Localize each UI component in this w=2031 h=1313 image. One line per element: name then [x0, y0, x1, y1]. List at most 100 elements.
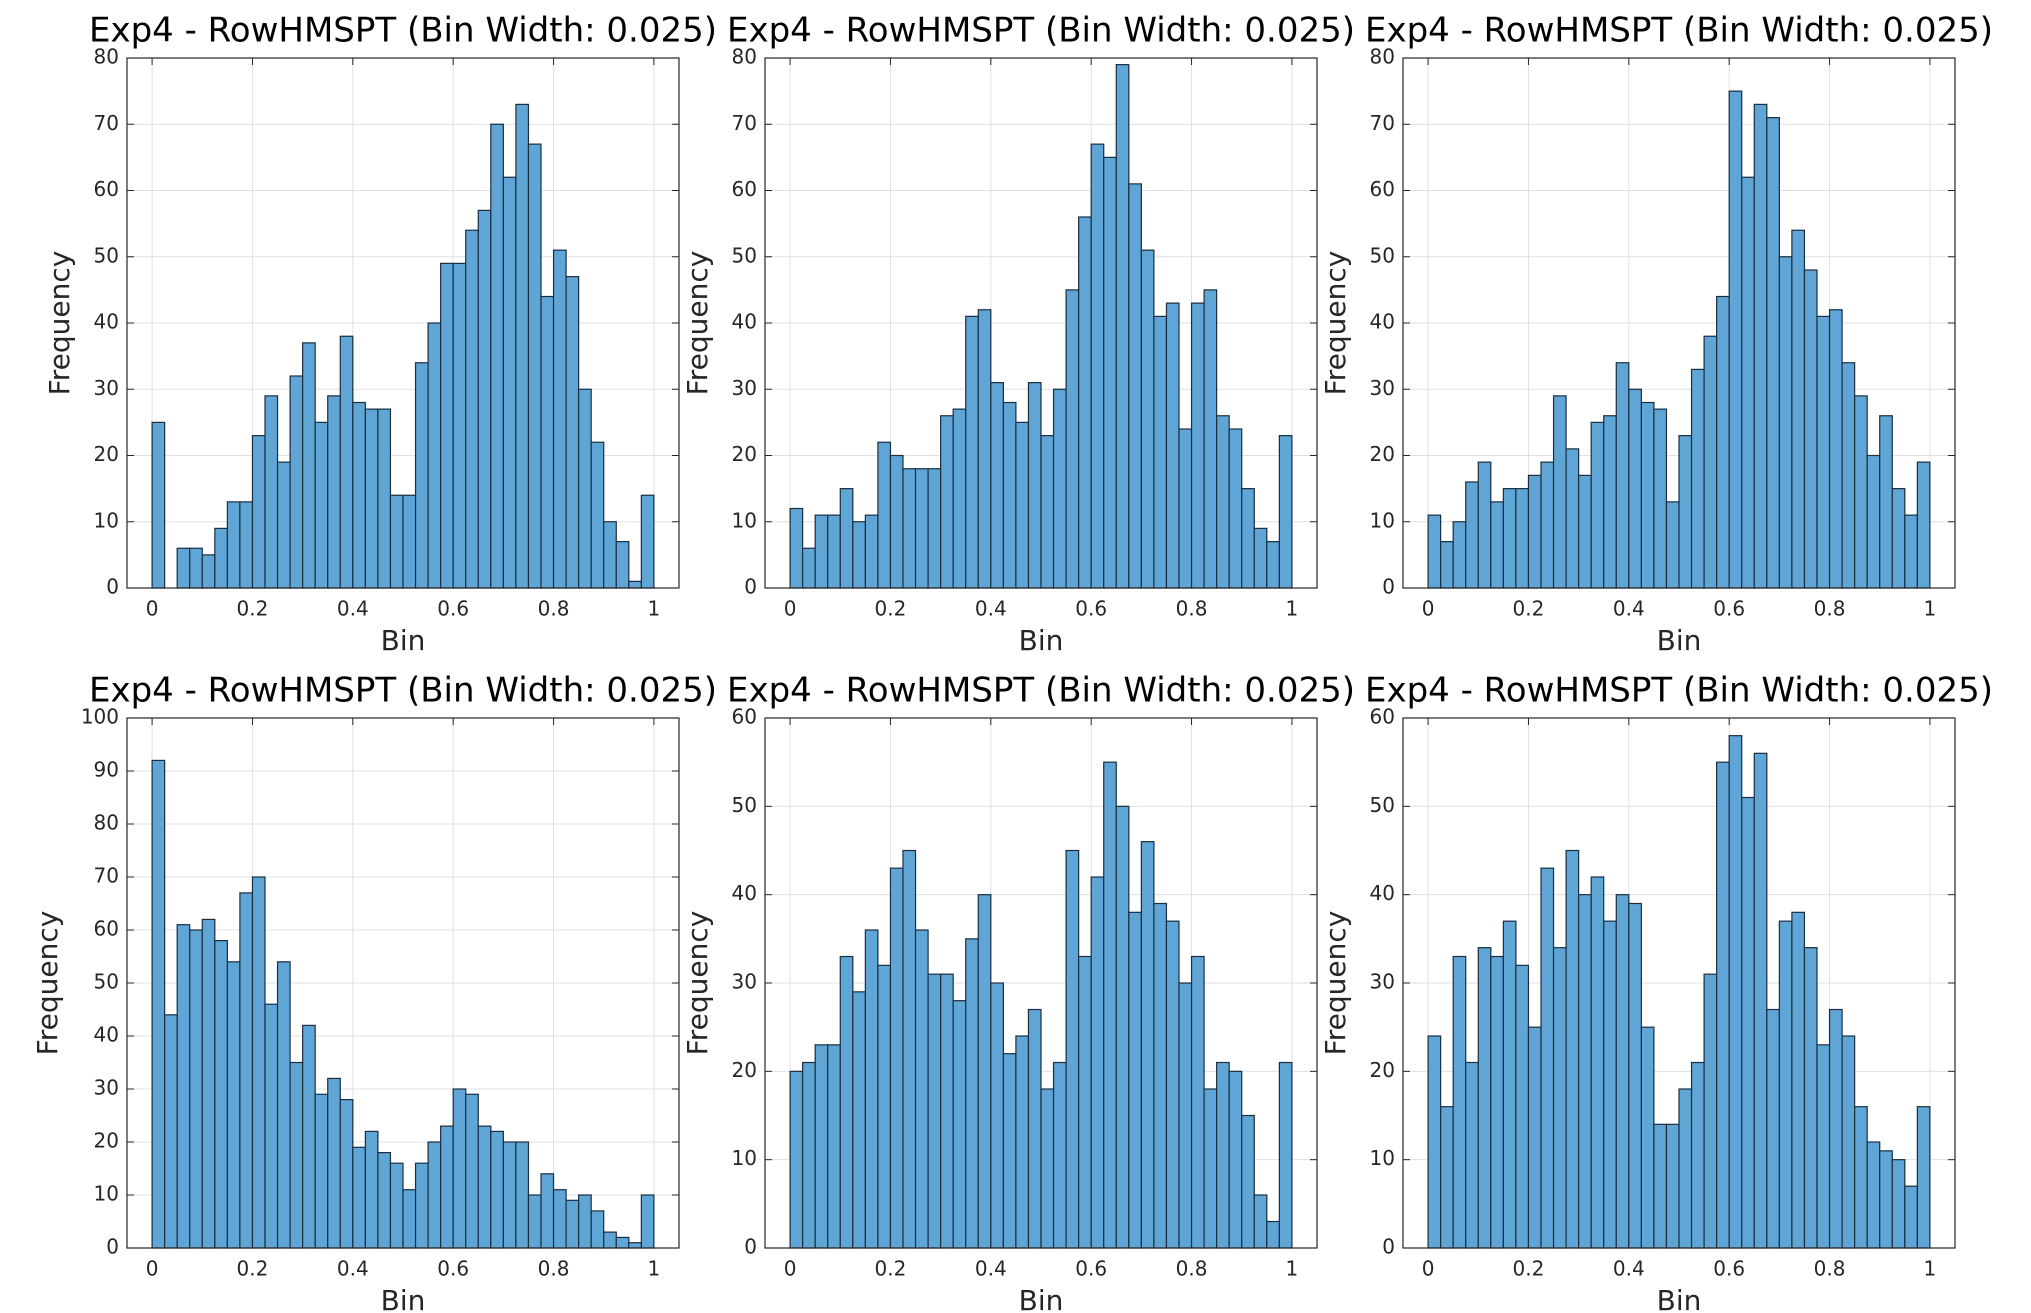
y-tick-label: 70	[732, 111, 757, 135]
x-tick-label: 0	[1422, 597, 1435, 621]
bar	[164, 1014, 178, 1249]
subplot: 0 10 20 30 40 50 60 70 80 0 0.2 0.4 0.6 0.8 1 Exp4 - Ro…	[43, 11, 717, 658]
bar	[877, 964, 892, 1249]
bar	[1052, 1061, 1067, 1249]
bar	[1590, 876, 1605, 1249]
y-axis-label: Frequency	[31, 911, 64, 1056]
bar	[615, 1236, 630, 1249]
bar	[1690, 1061, 1705, 1249]
bar	[1090, 876, 1105, 1249]
x-tick-label: 1	[1286, 1257, 1299, 1281]
bar	[1678, 435, 1693, 589]
y-tick-label: 100	[81, 705, 119, 729]
y-tick-label: 60	[732, 705, 757, 729]
bar	[402, 494, 417, 589]
bar	[465, 229, 479, 589]
bar	[914, 468, 929, 589]
bar	[889, 867, 904, 1249]
bar	[864, 929, 879, 1249]
bar	[364, 1130, 379, 1249]
bar	[1741, 796, 1755, 1249]
bar	[189, 929, 203, 1249]
bar	[1716, 761, 1730, 1249]
x-tick-label: 1	[648, 597, 661, 621]
y-tick-label: 0	[106, 575, 119, 599]
bar	[1241, 488, 1255, 589]
bar	[1015, 421, 1030, 589]
bar	[1178, 428, 1193, 589]
bar	[1891, 488, 1906, 589]
bar	[1828, 309, 1843, 589]
bar	[1841, 362, 1856, 589]
bar	[1904, 514, 1918, 589]
x-tick-label: 0.6	[1713, 1257, 1745, 1281]
y-tick-label: 10	[94, 508, 119, 532]
bar	[289, 1061, 304, 1249]
x-axis-label: Bin	[381, 624, 426, 657]
y-tick-label: 0	[1382, 575, 1395, 599]
bar	[1128, 911, 1142, 1249]
x-tick-label: 0.6	[1075, 597, 1107, 621]
bar	[1552, 947, 1567, 1249]
x-tick-label: 0.8	[1176, 1257, 1208, 1281]
y-tick-label: 80	[1370, 45, 1395, 69]
bar	[914, 929, 929, 1249]
bar	[1866, 454, 1881, 589]
y-tick-label: 20	[732, 1058, 757, 1082]
bar	[1527, 474, 1542, 589]
x-tick-label: 0.8	[1176, 597, 1208, 621]
bar	[590, 1210, 605, 1249]
x-tick-label: 0.8	[538, 1257, 570, 1281]
bar	[927, 973, 942, 1249]
bar	[977, 309, 992, 589]
bar	[327, 1077, 341, 1249]
chart-title: Exp4 - RowHMSPT (Bin Width: 0.025)	[89, 671, 717, 711]
bar	[603, 1231, 617, 1249]
axes-box	[126, 57, 680, 589]
x-axis-label: Bin	[1657, 624, 1702, 657]
axes-box	[764, 57, 1318, 589]
bar	[1628, 388, 1642, 589]
y-tick-label: 30	[1370, 376, 1395, 400]
bar	[364, 408, 379, 589]
bar	[965, 938, 979, 1249]
bar	[1040, 435, 1055, 589]
bar	[1565, 448, 1580, 589]
bar	[477, 209, 492, 589]
bar	[552, 249, 567, 589]
x-tick-label: 0.2	[237, 1257, 269, 1281]
bar	[1791, 229, 1806, 589]
bar	[902, 849, 917, 1249]
bar	[452, 1088, 467, 1249]
bar	[176, 924, 191, 1249]
bar	[1578, 474, 1592, 589]
bar	[527, 1194, 542, 1249]
bar	[628, 1242, 642, 1249]
x-tick-label: 0	[1422, 1257, 1435, 1281]
bar	[1015, 1035, 1030, 1249]
bar	[1866, 1141, 1881, 1249]
bar	[1728, 90, 1743, 589]
bar	[327, 395, 341, 589]
y-tick-label: 10	[1370, 508, 1395, 532]
bar	[565, 1199, 580, 1249]
x-axis-label: Bin	[1019, 1284, 1064, 1313]
y-tick-label: 20	[94, 442, 119, 466]
bar	[1615, 894, 1630, 1249]
y-axis-label: Frequency	[1319, 911, 1352, 1056]
y-tick-label: 60	[732, 177, 757, 201]
x-tick-label: 0.8	[538, 597, 570, 621]
bar	[640, 1194, 655, 1249]
x-tick-label: 0	[146, 1257, 159, 1281]
bar	[1452, 521, 1467, 589]
y-tick-label: 70	[94, 111, 119, 135]
subplot: 0 10 20 30 40 50 60 70 80 90 100 0 0.2 0.4 0.6 0.8 1 Exp4…	[31, 671, 717, 1313]
bar	[1615, 362, 1630, 589]
y-tick-label: 20	[1370, 1058, 1395, 1082]
bar	[1841, 1035, 1856, 1249]
y-tick-label: 20	[1370, 442, 1395, 466]
x-tick-label: 0.6	[1075, 1257, 1107, 1281]
chart-title: Exp4 - RowHMSPT (Bin Width: 0.025)	[1365, 671, 1993, 711]
x-tick-label: 0	[146, 597, 159, 621]
x-tick-label: 0.2	[875, 1257, 907, 1281]
